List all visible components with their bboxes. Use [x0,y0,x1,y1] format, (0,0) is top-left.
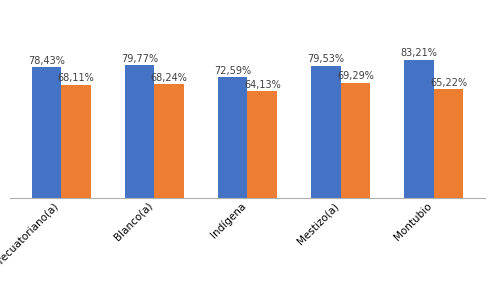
Text: 79,77%: 79,77% [121,54,158,64]
Text: 83,21%: 83,21% [400,48,437,58]
Bar [311,66,341,198]
Bar [218,77,248,198]
Text: 78,43%: 78,43% [28,56,65,66]
Bar [61,85,91,198]
Bar [248,91,277,198]
Text: 68,11%: 68,11% [58,73,95,83]
Text: 72,59%: 72,59% [214,66,251,76]
Bar [32,68,61,198]
Text: 65,22%: 65,22% [430,78,467,88]
Bar [434,89,463,198]
Bar [341,83,370,198]
Bar [404,60,434,198]
Text: 68,24%: 68,24% [151,73,188,83]
Text: 64,13%: 64,13% [244,80,281,90]
Text: 69,29%: 69,29% [337,71,374,81]
Bar [125,65,154,198]
Text: 79,53%: 79,53% [307,54,344,64]
Bar [154,84,184,198]
